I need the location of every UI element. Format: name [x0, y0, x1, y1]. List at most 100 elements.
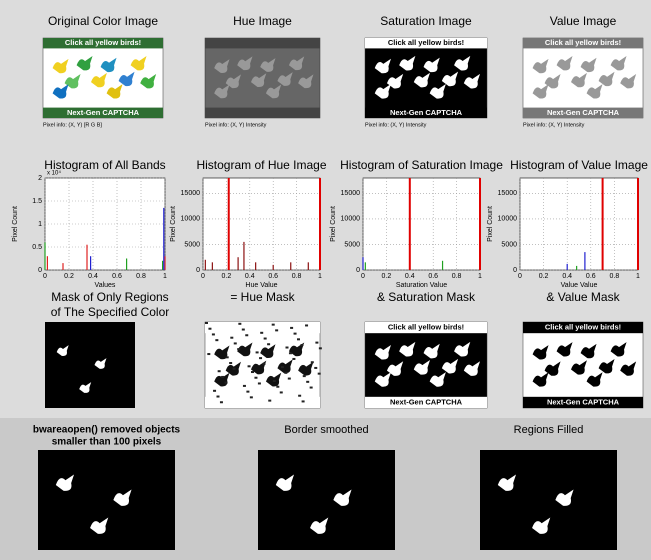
noise — [267, 343, 270, 345]
noise — [226, 356, 229, 358]
noise — [290, 327, 293, 329]
noise — [286, 347, 289, 349]
image-footer-bar — [205, 108, 320, 118]
histogram-title: Histogram of All Bands — [44, 158, 165, 172]
x-tick-label: 0.8 — [610, 273, 620, 280]
figure: Original Color ImageClick all yellow bir… — [0, 0, 651, 560]
noise — [297, 338, 300, 340]
noise — [245, 334, 248, 336]
noise — [243, 385, 246, 387]
y-tick-label: 15000 — [341, 190, 361, 197]
noise — [229, 362, 232, 364]
noise — [215, 339, 218, 341]
noise — [311, 361, 314, 363]
x-tick-label: 1 — [478, 273, 482, 280]
noise — [318, 373, 321, 375]
y-tick-label: 5000 — [184, 241, 200, 248]
captcha-header: Click all yellow birds! — [388, 38, 464, 47]
noise — [319, 347, 322, 349]
noise — [212, 333, 215, 335]
plot-area — [363, 178, 480, 270]
noise — [305, 324, 308, 326]
x-axis-label: Saturation Value — [396, 282, 447, 289]
x-tick-label: 0.2 — [382, 273, 392, 280]
noise — [268, 400, 271, 402]
noise — [221, 376, 224, 378]
noise — [230, 337, 233, 339]
image-header-bar — [205, 38, 320, 48]
noise — [246, 391, 249, 393]
mask-image — [480, 450, 617, 550]
captcha-header: Click all yellow birds! — [545, 323, 621, 332]
noise — [238, 323, 241, 325]
noise — [300, 344, 303, 346]
captcha-footer: Next-Gen CAPTCHA — [390, 397, 463, 406]
x-tick-label: 0.4 — [88, 273, 98, 280]
plot-area — [520, 178, 638, 270]
bottom-title: Regions Filled — [514, 424, 584, 436]
y-tick-label: 1.5 — [32, 198, 42, 205]
x-tick-label: 0 — [361, 273, 365, 280]
noise — [306, 381, 309, 383]
noise — [289, 352, 292, 354]
noise — [294, 333, 297, 335]
y-axis-label: Pixel Count — [487, 206, 494, 242]
x-tick-label: 0.4 — [405, 273, 415, 280]
y-tick-label: 5000 — [501, 241, 517, 248]
x-tick-label: 0.6 — [428, 273, 438, 280]
mask-title: = Hue Mask — [230, 290, 295, 304]
noise — [251, 371, 254, 373]
mask-title: & Saturation Mask — [377, 290, 476, 304]
y-tick-label: 15000 — [498, 190, 518, 197]
noise — [276, 386, 279, 388]
mask-image — [38, 450, 175, 550]
x-tick-label: 0.2 — [64, 273, 74, 280]
x-axis-label: Hue Value — [245, 282, 277, 289]
x-tick-label: 0.8 — [292, 273, 302, 280]
mask-image — [258, 450, 395, 550]
noise — [272, 324, 275, 326]
x-axis-label: Values — [95, 282, 116, 289]
y-tick-label: 0 — [356, 267, 360, 274]
y-tick-label: 0.5 — [32, 244, 42, 251]
noise — [220, 401, 223, 403]
noise — [292, 358, 295, 360]
noise — [205, 322, 208, 324]
pixel-info: Pixel info: (X, Y) Intensity — [523, 122, 585, 128]
noise — [218, 370, 221, 372]
bottom-title: bwareaopen() removed objects — [33, 425, 181, 436]
histogram-title: Histogram of Saturation Image — [340, 158, 503, 172]
y-tick-label: 0 — [196, 267, 200, 274]
noise — [256, 351, 259, 353]
x-tick-label: 0.2 — [222, 273, 232, 280]
noise — [273, 380, 276, 382]
mask-title: of The Specified Color — [51, 305, 170, 319]
y-tick-label: 10000 — [341, 216, 361, 223]
noise — [259, 357, 262, 359]
bottom-title: smaller than 100 pixels — [52, 437, 162, 448]
captcha-footer: Next-Gen CAPTCHA — [547, 397, 620, 406]
captcha-header: Click all yellow birds! — [65, 38, 141, 47]
y-tick-label: 5000 — [344, 241, 360, 248]
noise — [233, 368, 236, 370]
noise — [242, 329, 245, 331]
histogram-title: Histogram of Value Image — [510, 158, 648, 172]
image-header-bar — [205, 322, 320, 333]
x-tick-label: 0.4 — [245, 273, 255, 280]
y-tick-label: 2 — [38, 175, 42, 182]
pixel-info: Pixel info: (X, Y) [R G B] — [43, 122, 102, 128]
x-tick-label: 0 — [201, 273, 205, 280]
noise — [310, 387, 313, 389]
y-axis-label: Pixel Count — [330, 206, 337, 242]
noise — [314, 367, 317, 369]
x-axis-label: Value Value — [561, 282, 598, 289]
noise — [248, 365, 251, 367]
x-tick-label: 0 — [518, 273, 522, 280]
image-title: Value Image — [550, 14, 617, 28]
noise — [280, 391, 283, 393]
noise — [263, 363, 266, 365]
x-tick-label: 0.6 — [268, 273, 278, 280]
noise — [258, 382, 261, 384]
histogram-title: Histogram of Hue Image — [196, 158, 326, 172]
y-tick-label: 0 — [38, 267, 42, 274]
